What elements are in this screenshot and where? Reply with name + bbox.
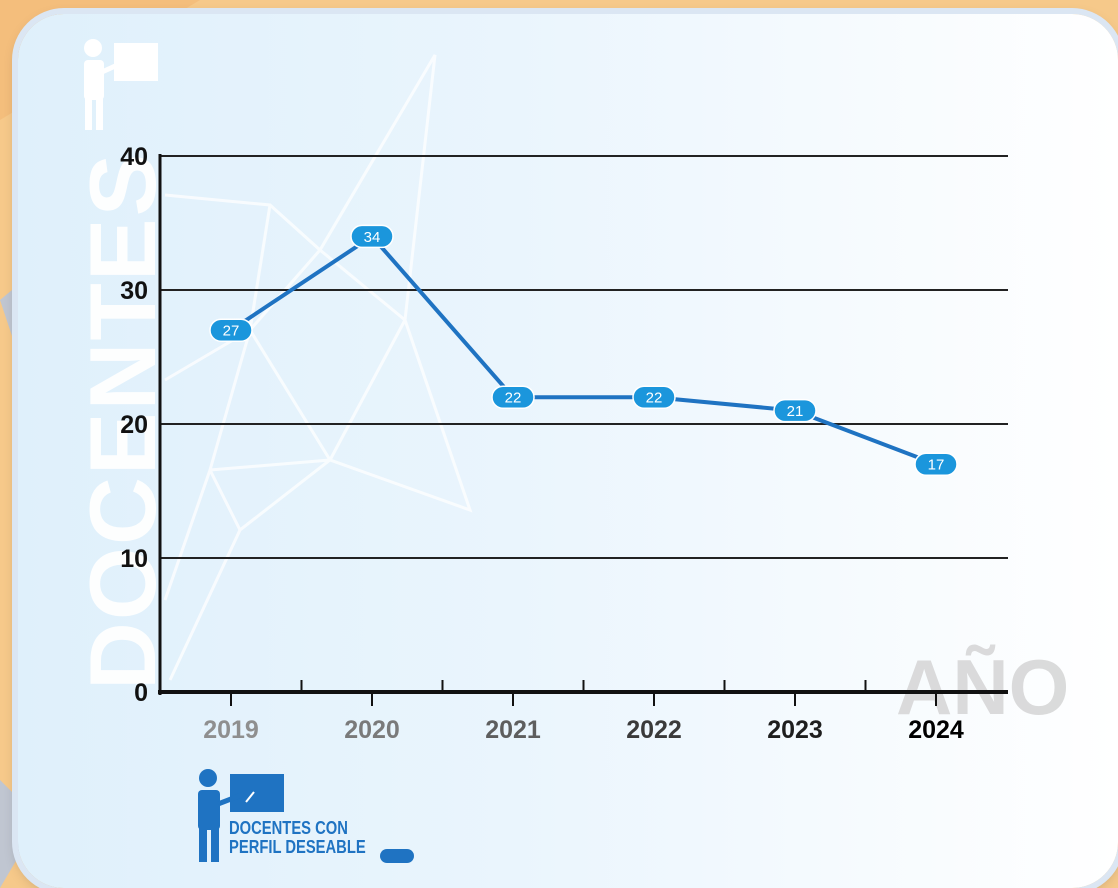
- x-tick-label: 2024: [908, 716, 964, 744]
- y-tick-label: 20: [120, 411, 148, 439]
- data-point: [350, 224, 394, 249]
- y-tick-label: 10: [120, 545, 148, 573]
- x-tick-label: 2021: [485, 716, 541, 744]
- data-label: 27: [223, 323, 240, 340]
- x-tick-label: 2020: [344, 716, 400, 744]
- data-point: [209, 318, 253, 342]
- x-tick-label: 2023: [767, 716, 823, 744]
- data-label: 22: [646, 390, 663, 407]
- data-point: [632, 385, 676, 409]
- data-point: [914, 452, 958, 476]
- legend-line-1: DOCENTES CON: [229, 818, 348, 838]
- legend-line-2: PERFIL DESEABLE: [229, 837, 366, 857]
- y-tick-label: 40: [120, 143, 148, 171]
- teacher-board-icon: [84, 39, 158, 130]
- legend-label: DOCENTES CON PERFIL DESEABLE: [229, 819, 366, 857]
- data-label: 34: [364, 229, 381, 246]
- legend-teacher-icon: [198, 769, 284, 862]
- data-label: 21: [787, 403, 804, 420]
- data-label: 17: [928, 457, 945, 474]
- x-tick-label: 2022: [626, 716, 682, 744]
- data-label: 22: [505, 390, 522, 407]
- legend-swatch: [380, 849, 414, 863]
- x-tick-label: 2019: [203, 716, 259, 744]
- x-axis-title: AÑO: [896, 643, 1070, 731]
- data-point: [491, 385, 535, 409]
- series-line: [229, 234, 937, 467]
- y-tick-label: 0: [134, 679, 148, 707]
- chart-card: [18, 14, 1118, 888]
- data-point: [773, 398, 817, 423]
- y-tick-label: 30: [120, 277, 148, 305]
